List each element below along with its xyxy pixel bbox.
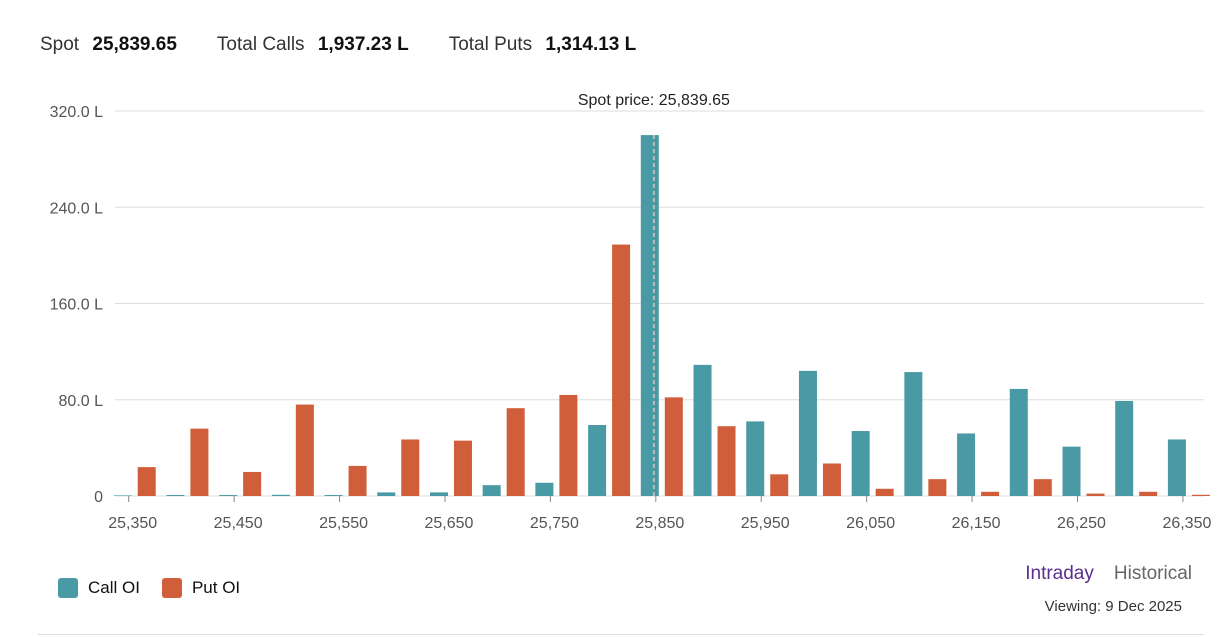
spot-stat: Spot 25,839.65: [40, 34, 177, 56]
total-puts-value: 1,314.13 L: [545, 34, 637, 55]
total-calls-value: 1,937.23 L: [317, 34, 409, 55]
call-oi-bar: [640, 135, 659, 496]
legend-put-label: Put OI: [191, 578, 241, 597]
x-tick-label: 25,650: [424, 515, 473, 532]
total-calls-stat: Total Calls 1,937.23 L: [217, 34, 409, 56]
legend-call-label: Call OI: [88, 578, 140, 597]
spot-label: Spot: [40, 34, 80, 55]
historical-tab[interactable]: Historical: [1113, 563, 1192, 584]
chart-legend: Call OI Put OI: [58, 578, 240, 598]
call-oi-bar: [219, 495, 238, 496]
viewing-date: Viewing: 9 Dec 2025: [1044, 598, 1182, 615]
call-oi-bar: [113, 495, 132, 496]
put-oi-bar: [453, 440, 472, 496]
call-oi-bar: [1009, 388, 1028, 496]
put-oi-bar: [770, 474, 789, 496]
x-tick-label: 26,050: [846, 515, 895, 532]
put-oi-bar: [1086, 493, 1105, 496]
x-tick-label: 25,950: [741, 515, 790, 532]
call-oi-swatch: [58, 578, 78, 598]
put-oi-bar: [401, 439, 420, 496]
call-oi-bar: [1167, 439, 1186, 496]
spot-value: 25,839.65: [92, 34, 177, 55]
put-oi-bar: [612, 244, 631, 496]
bottom-divider: [38, 634, 1204, 635]
intraday-tab[interactable]: Intraday: [1025, 563, 1094, 584]
call-oi-bar: [429, 492, 448, 496]
put-oi-bar: [348, 465, 367, 496]
x-tick-label: 26,150: [952, 515, 1001, 532]
put-oi-bar: [1139, 491, 1158, 496]
x-tick-label: 25,750: [530, 515, 579, 532]
put-oi-bar: [243, 471, 262, 496]
x-tick-label: 26,350: [1162, 515, 1211, 532]
legend-call-oi[interactable]: Call OI: [58, 578, 140, 598]
total-puts-stat: Total Puts 1,314.13 L: [449, 34, 637, 56]
call-oi-bar: [271, 494, 290, 496]
view-mode-toggle: Intraday Historical: [1025, 563, 1192, 585]
x-tick-label: 25,850: [635, 515, 684, 532]
call-oi-bar: [851, 431, 870, 496]
legend-put-oi[interactable]: Put OI: [161, 578, 241, 598]
put-oi-bar: [1033, 479, 1052, 496]
put-oi-bar: [928, 479, 947, 496]
call-oi-bar: [904, 372, 923, 496]
y-tick-label: 160.0 L: [50, 297, 103, 314]
oi-summary: Spot 25,839.65 Total Calls 1,937.23 L To…: [40, 34, 636, 56]
put-oi-bar: [822, 463, 841, 496]
x-tick-label: 25,550: [319, 515, 368, 532]
y-tick-label: 0: [94, 489, 103, 506]
put-oi-bar: [875, 488, 894, 496]
call-oi-bar: [798, 370, 817, 496]
call-oi-bar: [377, 492, 396, 496]
put-oi-bar: [190, 428, 209, 496]
total-puts-label: Total Puts: [448, 34, 533, 55]
call-oi-bar: [324, 495, 343, 496]
y-tick-label: 320.0 L: [50, 104, 103, 121]
call-oi-bar: [1115, 400, 1134, 496]
spot-price-annotation: Spot price: 25,839.65: [578, 92, 730, 109]
call-oi-bar: [957, 433, 976, 496]
put-oi-swatch: [161, 578, 182, 598]
put-oi-bar: [1191, 494, 1210, 496]
open-interest-chart: 0 80.0 L 160.0 L 240.0 L 320.0 L 25,350 25,450…: [50, 92, 1212, 532]
y-tick-label: 80.0 L: [59, 393, 104, 410]
call-oi-bar: [1062, 446, 1081, 496]
call-oi-bar: [166, 495, 185, 496]
total-calls-label: Total Calls: [216, 34, 305, 55]
y-tick-label: 240.0 L: [50, 200, 103, 217]
x-tick-label: 26,250: [1057, 515, 1106, 532]
put-oi-bar: [717, 426, 736, 496]
put-oi-bar: [295, 404, 314, 496]
call-oi-bar: [482, 485, 501, 496]
put-oi-bar: [559, 394, 578, 496]
put-oi-bar: [506, 408, 525, 496]
put-oi-bar: [137, 467, 156, 496]
put-oi-bar: [981, 491, 1000, 496]
call-oi-bar: [693, 364, 712, 496]
put-oi-bar: [664, 397, 683, 496]
x-tick-label: 25,350: [108, 515, 157, 532]
call-oi-bar: [588, 425, 607, 496]
x-tick-label: 25,450: [214, 515, 263, 532]
call-oi-bar: [746, 421, 765, 496]
call-oi-bar: [535, 482, 554, 496]
